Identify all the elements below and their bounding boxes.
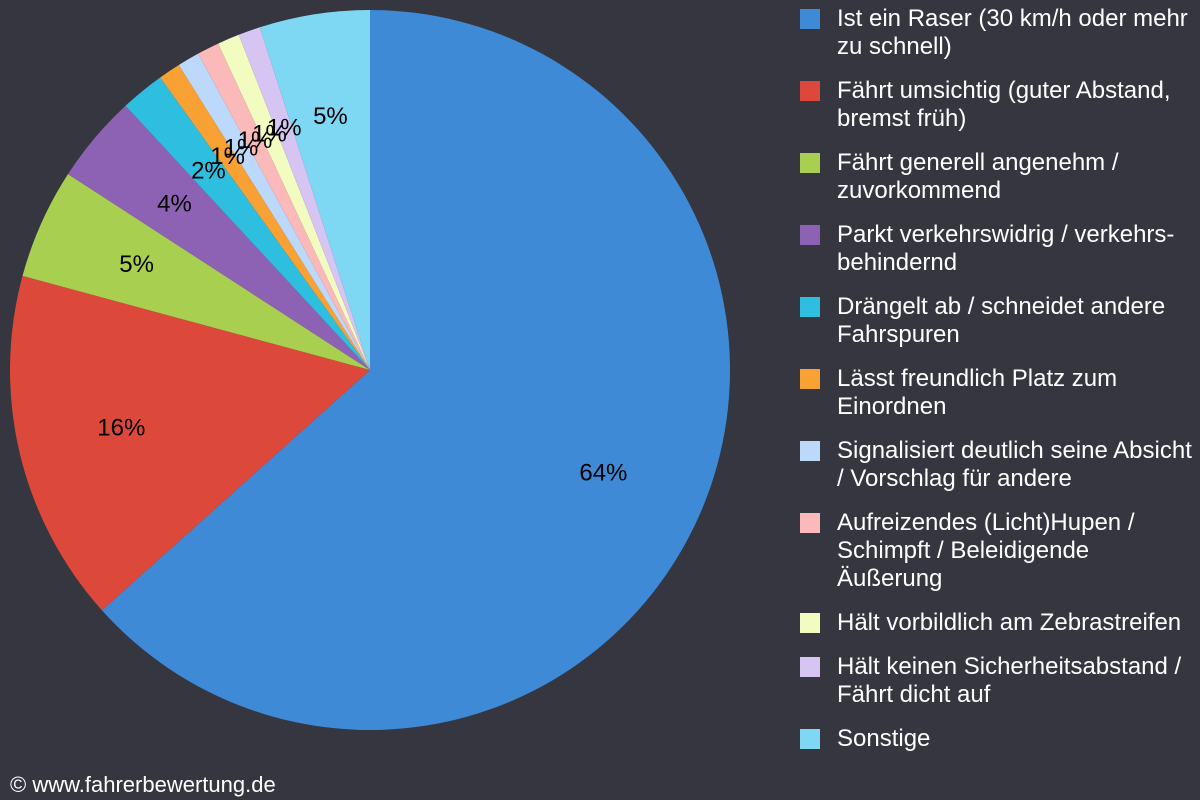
legend-item: Drängelt ab / schneidet andere Fahrspure… — [800, 293, 1195, 349]
legend-swatch — [800, 81, 820, 101]
legend-label: Signalisiert deutlich seine Absicht / Vo… — [837, 437, 1192, 492]
legend-item: Ist ein Raser (30 km/h oder mehr zu schn… — [800, 5, 1195, 61]
legend-item: Fährt umsichtig (guter Abstand, bremst f… — [800, 77, 1195, 133]
pie-slice — [198, 43, 370, 370]
legend-item: Parkt verkehrswidrig / verkehrs-behinder… — [800, 221, 1195, 277]
pie-slice — [125, 77, 371, 371]
pie-slice — [160, 64, 370, 370]
legend-label: Drängelt ab / schneidet andere Fahrspure… — [837, 293, 1166, 348]
legend-swatch — [800, 613, 820, 633]
data-label: 5% — [313, 103, 348, 130]
data-label: 64% — [579, 460, 627, 487]
legend-label: Ist ein Raser (30 km/h oder mehr zu schn… — [837, 5, 1188, 60]
data-label: 1% — [224, 135, 259, 162]
pie-slice — [22, 174, 370, 370]
pie-slice — [101, 10, 731, 730]
legend-label: Lässt freundlich Platz zum Einordnen — [837, 365, 1118, 420]
pie-slice — [259, 10, 370, 370]
legend-label: Hält vorbildlich am Zebrastreifen — [837, 609, 1182, 636]
legend-swatch — [800, 9, 820, 29]
legend-label: Parkt verkehrswidrig / verkehrs-behinder… — [837, 221, 1175, 276]
data-label: 2% — [191, 157, 226, 184]
legend-swatch — [800, 297, 820, 317]
legend-item: Hält vorbildlich am Zebrastreifen — [800, 609, 1195, 637]
data-label: 1% — [267, 115, 302, 142]
pie-slice — [9, 275, 370, 611]
legend-item: Sonstige — [800, 725, 1195, 753]
pie-slice — [218, 34, 370, 370]
data-label: 1% — [252, 120, 287, 147]
legend-swatch — [800, 729, 820, 749]
legend-label: Sonstige — [837, 725, 931, 752]
data-label: 1% — [210, 143, 245, 170]
chart: 64%16%5%4%2%1%1%1%1%1% 5% — [9, 10, 731, 730]
legend-label: Aufreizendes (Licht)Hupen / Schimpft / B… — [837, 509, 1135, 592]
legend-item: Hält keinen Sicherheitsabstand / Fährt d… — [800, 653, 1195, 709]
legend-swatch — [800, 225, 820, 245]
legend-label: Hält keinen Sicherheitsabstand / Fährt d… — [837, 653, 1182, 708]
legend-item: Signalisiert deutlich seine Absicht / Vo… — [800, 437, 1195, 493]
legend-item: Aufreizendes (Licht)Hupen / Schimpft / B… — [800, 509, 1195, 593]
legend-swatch — [800, 153, 820, 173]
data-label: 1% — [238, 127, 273, 154]
legend-item: Fährt generell angenehm / zuvorkommend — [800, 149, 1195, 205]
data-label: 5% — [119, 251, 154, 278]
data-label: 4% — [157, 191, 192, 218]
legend: Ist ein Raser (30 km/h oder mehr zu schn… — [800, 5, 1195, 800]
source: © www.fahrerbewertung.de — [10, 772, 276, 797]
legend-swatch — [800, 441, 820, 461]
legend-swatch — [800, 657, 820, 677]
legend-label: Fährt umsichtig (guter Abstand, bremst f… — [837, 77, 1171, 132]
legend-label: Fährt generell angenehm / zuvorkommend — [837, 149, 1119, 204]
legend-swatch — [800, 369, 820, 389]
pie-slice — [178, 53, 370, 370]
pie-slice — [67, 105, 370, 371]
pie-slice — [238, 27, 370, 371]
legend-swatch — [800, 513, 820, 533]
legend-item: Lässt freundlich Platz zum Einordnen — [800, 365, 1195, 421]
data-label: 16% — [97, 414, 145, 441]
